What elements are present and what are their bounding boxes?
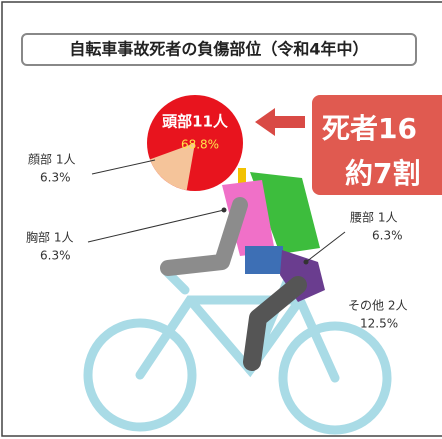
leader-dot: [222, 208, 227, 213]
part-percent: 12.5%: [360, 317, 398, 331]
part-label: 腰部 1人: [350, 210, 397, 225]
part-percent: 6.3%: [40, 171, 71, 185]
head-percent: 68.8%: [181, 138, 219, 152]
part-label: 顔部 1人: [28, 152, 75, 167]
callout-line2: 約7割: [345, 157, 420, 190]
shorts: [245, 246, 283, 274]
title: 自転車事故死者の負傷部位（令和4年中）: [69, 40, 368, 59]
part-percent: 6.3%: [372, 229, 403, 243]
callout-line1: 死者16: [322, 112, 417, 145]
head-label: 頭部11人: [162, 113, 229, 131]
infographic: 自転車事故死者の負傷部位（令和4年中） 頭部11人 68.8% 死者16 約7割…: [0, 0, 442, 439]
part-label: 胸部 1人: [26, 230, 73, 245]
part-percent: 6.3%: [40, 249, 71, 263]
part-label: その他 2人: [348, 299, 407, 313]
leader-dot: [304, 260, 309, 265]
